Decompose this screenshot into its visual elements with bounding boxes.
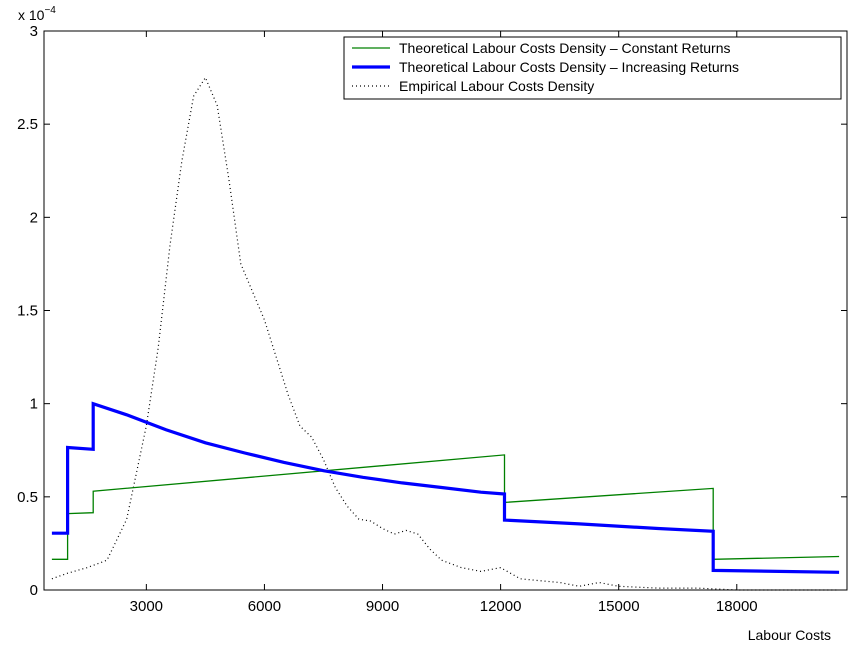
legend-label-2: Theoretical Labour Costs Density – Incre… xyxy=(399,59,739,75)
y-tick-label: 2 xyxy=(30,209,38,226)
x-tick-label: 6000 xyxy=(248,598,281,615)
x-tick-label: 3000 xyxy=(130,598,163,615)
series-line-2 xyxy=(51,401,840,574)
y-tick-label: 1.5 xyxy=(17,303,38,320)
y-tick-label: 2.5 xyxy=(17,116,38,133)
y-multiplier-exponent: −4 xyxy=(44,5,56,16)
series-line-1 xyxy=(51,454,840,560)
y-multiplier-base: x 10 xyxy=(18,7,45,23)
series-line-3 xyxy=(51,76,840,591)
legend: Theoretical Labour Costs Density – Const… xyxy=(343,36,842,100)
ticks-layer: 3000 6000 9000 12000 15000 18000 0 0.5 1 1.5 2 2.5 3 xyxy=(17,23,847,615)
y-tick-label: 0.5 xyxy=(17,489,38,506)
x-tick-label: 9000 xyxy=(366,598,399,615)
series-layer xyxy=(51,76,840,591)
y-tick-label: 1 xyxy=(30,396,38,413)
x-tick-label: 18000 xyxy=(716,598,758,615)
x-tick-label: 15000 xyxy=(598,598,640,615)
x-axis-label: Labour Costs xyxy=(748,627,831,643)
y-multiplier-label: x 10−4 xyxy=(18,5,56,23)
y-tick-label: 3 xyxy=(30,23,38,40)
x-tick-label: 12000 xyxy=(480,598,522,615)
legend-label-3: Empirical Labour Costs Density xyxy=(399,78,594,94)
legend-box xyxy=(343,36,842,100)
legend-label-1: Theoretical Labour Costs Density – Const… xyxy=(399,40,731,56)
y-tick-label: 0 xyxy=(30,582,38,599)
